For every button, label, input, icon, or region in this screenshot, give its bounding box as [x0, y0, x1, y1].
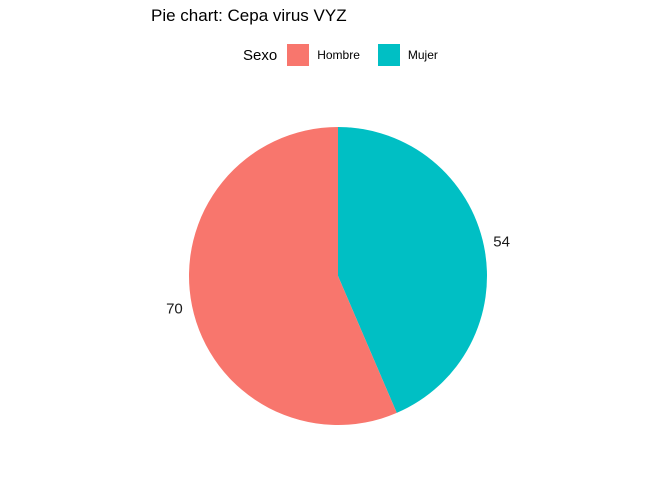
legend-item-mujer: Mujer	[377, 44, 438, 66]
legend-swatch-hombre	[287, 44, 310, 66]
legend-title: Sexo	[243, 46, 278, 64]
slice-label-hombre: 70	[166, 301, 183, 318]
legend-label-hombre: Hombre	[317, 48, 360, 62]
pie-slice-hombre	[188, 127, 397, 425]
chart-title: Pie chart: Cepa virus VYZ	[151, 6, 347, 25]
slice-label-mujer: 54	[493, 233, 510, 250]
pie-slice-mujer	[338, 127, 487, 413]
legend-label-mujer: Mujer	[407, 48, 438, 62]
legend-item-hombre: Hombre	[287, 44, 360, 66]
legend: Sexo Hombre Mujer	[243, 42, 456, 68]
legend-swatch-mujer	[377, 44, 400, 66]
